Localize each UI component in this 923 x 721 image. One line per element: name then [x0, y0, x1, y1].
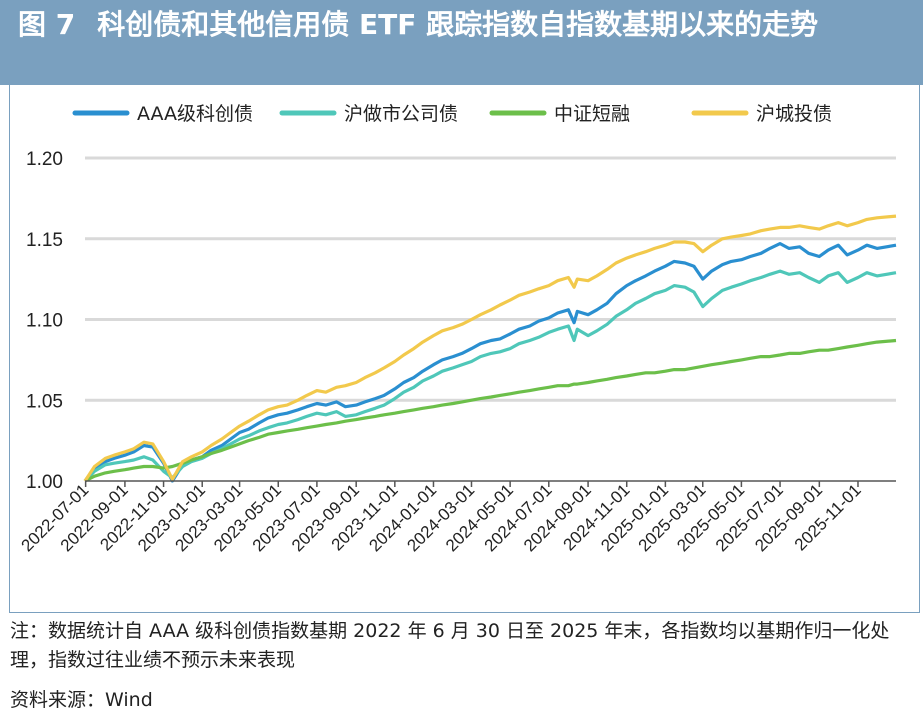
y-tick-label: 1.00	[26, 472, 63, 493]
series-line	[83, 214, 897, 482]
gridlines	[85, 156, 896, 402]
source-note: 资料来源：Wind	[10, 689, 153, 711]
y-tick-label: 1.05	[26, 391, 63, 412]
line-chart: AAA级科创债 沪做市公司债 中证短融 沪城投债 1.001.051.101.151.…	[18, 103, 897, 555]
title-bar: 图 7 科创债和其他信用债 ETF 跟踪指数自指数基期以来的走势	[0, 0, 923, 85]
y-axis: 1.00 1.05 1.10 1.15 1.20	[26, 149, 63, 493]
legend: AAA级科创债 沪做市公司债 中证短融 沪城投债	[72, 103, 832, 125]
legend-label: 沪做市公司债	[344, 103, 458, 125]
chart-title: 图 7 科创债和其他信用债 ETF 跟踪指数自指数基期以来的走势	[18, 6, 898, 44]
legend-label: 中证短融	[554, 103, 630, 125]
legend-label: 沪城投债	[756, 103, 832, 125]
x-axis: 2022-07-012022-09-012022-11-012023-01-01…	[18, 480, 896, 555]
y-tick-label: 1.15	[26, 230, 63, 251]
series-line	[84, 338, 897, 483]
y-tick-label: 1.10	[26, 311, 63, 332]
figure-label: 图 7	[18, 8, 76, 41]
chart-frame	[9, 85, 920, 613]
series-lines	[83, 214, 897, 483]
y-tick-label: 1.20	[26, 149, 63, 170]
footnote: 注：数据统计自 AAA 级科创债指数基期 2022 年 6 月 30 日至 20…	[10, 620, 890, 671]
series-line	[83, 242, 897, 483]
figure-title: 科创债和其他信用债 ETF 跟踪指数自指数基期以来的走势	[97, 8, 819, 41]
legend-label: AAA级科创债	[137, 103, 253, 125]
